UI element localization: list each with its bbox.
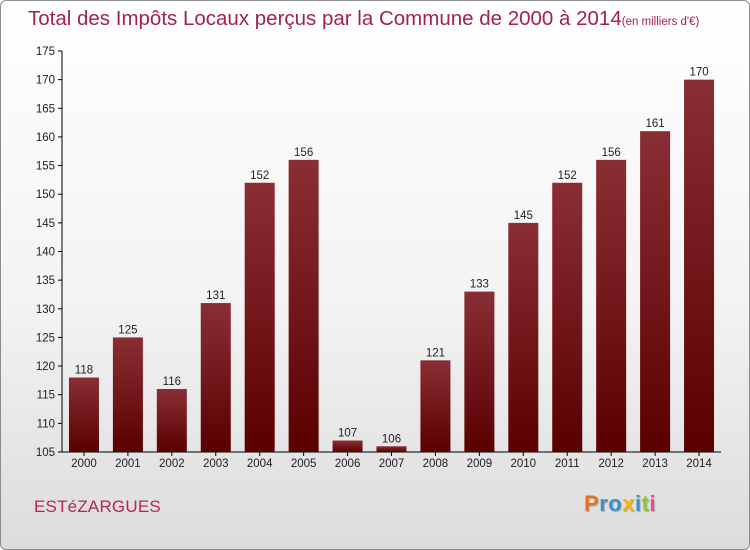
value-label-2012: 156	[602, 147, 621, 159]
x-tick-label-2007: 2007	[379, 458, 405, 470]
value-label-2013: 161	[646, 118, 665, 130]
x-tick-label-2006: 2006	[335, 458, 361, 470]
bar-2004	[244, 182, 275, 452]
y-tick-label: 125	[36, 332, 55, 344]
y-tick-label: 160	[36, 132, 55, 144]
value-label-2002: 116	[163, 376, 181, 388]
data-labels: 118 125 116 131 152 156 107 106 121 133 145 152 156 1…	[75, 67, 709, 446]
value-label-2004: 152	[250, 170, 269, 182]
y-tick-label: 170	[36, 75, 55, 87]
x-tick-label-2004: 2004	[247, 458, 273, 470]
x-tick-label-2009: 2009	[467, 458, 493, 470]
value-label-2000: 118	[75, 365, 93, 377]
y-tick-label: 135	[36, 275, 55, 287]
bar-2013	[640, 131, 671, 452]
title-text: Total des Impôts Locaux perçus par la Co…	[28, 7, 622, 30]
y-tick-label: 140	[36, 247, 55, 259]
proxiti-logo[interactable]: Proxiti	[584, 491, 657, 516]
bar-2009	[464, 291, 495, 452]
value-label-2011: 152	[558, 170, 577, 182]
x-tick-label-2003: 2003	[203, 458, 229, 470]
value-label-2003: 131	[206, 290, 225, 302]
bar-2002	[156, 388, 187, 452]
bar-2014	[684, 79, 715, 453]
x-tick-label-2013: 2013	[642, 458, 668, 470]
y-tick-label: 145	[36, 218, 55, 230]
y-tick-label: 105	[36, 447, 55, 459]
y-tick-label: 120	[36, 361, 55, 373]
bar-2012	[596, 159, 627, 453]
x-tick-label-2002: 2002	[159, 458, 185, 470]
value-label-2014: 170	[689, 67, 708, 79]
value-label-2008: 121	[426, 347, 445, 359]
value-label-2001: 125	[118, 324, 137, 336]
chart-title: Total des Impôts Locaux perçus par la Co…	[28, 7, 699, 31]
value-label-2007: 106	[382, 433, 401, 445]
bars	[68, 79, 715, 453]
value-label-2005: 156	[294, 147, 313, 159]
y-tick-label: 155	[36, 161, 55, 173]
x-tick-label-2008: 2008	[423, 458, 449, 470]
y-tick-label: 110	[37, 418, 55, 430]
x-tick-label-2011: 2011	[555, 458, 580, 470]
x-tick-label-2001: 2001	[115, 458, 141, 470]
x-tick-label-2005: 2005	[291, 458, 317, 470]
bar-2006	[332, 440, 363, 452]
x-tick-label-2010: 2010	[511, 458, 537, 470]
y-tick-label: 175	[36, 46, 55, 58]
unit-text: (en milliers d'€)	[621, 16, 700, 28]
y-tick-label: 165	[36, 103, 55, 115]
value-label-2010: 145	[514, 210, 533, 222]
bar-2003	[200, 303, 231, 452]
x-tick-label-2014: 2014	[686, 458, 712, 470]
bar-2000	[68, 377, 99, 452]
x-tick-label-2000: 2000	[71, 458, 97, 470]
bar-2011	[552, 182, 583, 452]
y-tick-label: 115	[37, 390, 55, 402]
value-label-2009: 133	[470, 279, 489, 291]
commune-name: ESTéZARGUES	[34, 497, 161, 516]
bar-2008	[420, 360, 451, 452]
x-tick-label-2012: 2012	[598, 458, 624, 470]
bar-2001	[112, 337, 143, 452]
bar-2010	[508, 222, 539, 452]
bar-2005	[288, 159, 319, 453]
y-tick-label: 150	[36, 189, 55, 201]
y-tick-label: 130	[36, 304, 55, 316]
bar-2007	[376, 446, 407, 452]
value-label-2006: 107	[338, 428, 357, 440]
